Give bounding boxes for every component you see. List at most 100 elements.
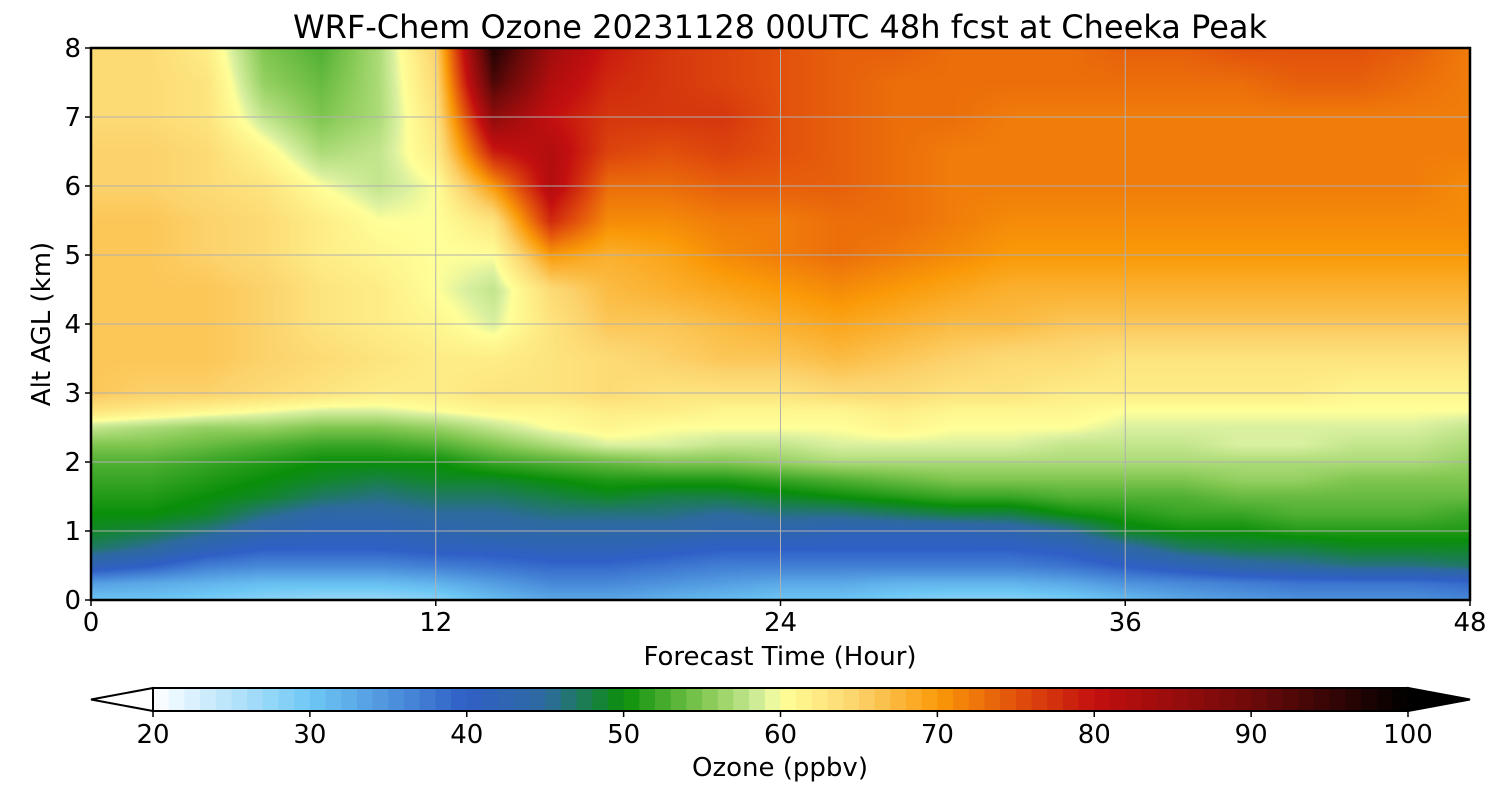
colorbar-segment [811, 688, 829, 711]
colorbar-segment [231, 688, 248, 711]
colorbar-segment [717, 688, 735, 711]
colorbar-segment [435, 688, 452, 711]
x-axis-ticks: 0 12 24 36 48 [83, 600, 1487, 638]
colorbar-segment [733, 688, 750, 711]
colorbar-max-extend [1407, 686, 1471, 713]
colorbar-segment [1360, 688, 1378, 711]
colorbar-segment [702, 688, 719, 711]
colorbar-segment [686, 688, 703, 711]
colorbar-segment [545, 688, 562, 711]
colorbar-segment [1000, 688, 1017, 711]
colorbar-segment [1062, 688, 1080, 711]
colorbar-segment [388, 688, 405, 711]
colorbar-segment [968, 688, 986, 711]
colorbar-segment [1094, 688, 1111, 711]
colorbar-segment [1031, 688, 1048, 711]
colorbar-segment [1015, 688, 1033, 711]
colorbar-segment [200, 688, 217, 711]
colorbar-segment [1157, 688, 1174, 711]
colorbar-segment [341, 688, 358, 711]
colorbar-segment [482, 688, 499, 711]
y-axis-ticks: 0 1 2 3 4 5 6 7 8 [64, 34, 91, 616]
colorbar-segment [1219, 688, 1237, 711]
colorbar-segment [749, 688, 766, 711]
colorbar-segment [1329, 688, 1346, 711]
colorbar-segment [451, 688, 468, 711]
colorbar-segment [764, 688, 782, 711]
colorbar-segment [153, 688, 170, 711]
colorbar-segment [1125, 688, 1142, 711]
colorbar-segment [607, 688, 625, 711]
colorbar-segment [1109, 688, 1127, 711]
chart-title: WRF-Chem Ozone 20231128 00UTC 48h fcst a… [293, 8, 1268, 46]
colorbar-segment [1313, 688, 1331, 711]
y-tick-label: 7 [64, 103, 81, 133]
colorbar-segment [168, 688, 185, 711]
colorbar-segment [419, 688, 436, 711]
colorbar-segment [874, 688, 891, 711]
colorbar-segment [1141, 688, 1158, 711]
colorbar-segment [827, 688, 844, 711]
colorbar-tick-label: 70 [921, 720, 954, 750]
colorbar-segment [623, 688, 640, 711]
colorbar-tick-label: 80 [1078, 720, 1111, 750]
colorbar-segment [1078, 688, 1095, 711]
colorbar-segment [1251, 688, 1268, 711]
colorbar-segment [215, 688, 233, 711]
colorbar-segment [1188, 688, 1205, 711]
colorbar-segment [278, 688, 295, 711]
x-tick-label: 24 [764, 608, 797, 638]
colorbar-tick-label: 60 [764, 720, 797, 750]
x-axis-label: Forecast Time (Hour) [643, 642, 916, 672]
y-tick-label: 3 [64, 379, 81, 409]
colorbar-label: Ozone (ppbv) [692, 753, 868, 783]
colorbar-segment [356, 688, 374, 711]
colorbar-tick-label: 90 [1235, 720, 1268, 750]
x-tick-label: 36 [1109, 608, 1142, 638]
y-tick-label: 8 [64, 34, 81, 64]
x-tick-label: 0 [83, 608, 100, 638]
colorbar-segment [247, 688, 264, 711]
colorbar-segment [372, 688, 389, 711]
y-tick-label: 2 [64, 448, 81, 478]
colorbar-segment [1298, 688, 1315, 711]
colorbar-tick-label: 40 [450, 720, 483, 750]
plot-area [89, 46, 1472, 602]
colorbar-segment [513, 688, 531, 711]
colorbar-segment [1392, 688, 1409, 711]
y-tick-label: 1 [64, 517, 81, 547]
colorbar-segment [655, 688, 672, 711]
colorbar [90, 686, 1471, 713]
colorbar-segment [858, 688, 876, 711]
colorbar-segment [576, 688, 593, 711]
colorbar-segment [404, 688, 421, 711]
colorbar-segment [1282, 688, 1299, 711]
colorbar-segment [529, 688, 546, 711]
y-tick-label: 4 [64, 310, 81, 340]
x-tick-label: 48 [1453, 608, 1486, 638]
colorbar-segment [294, 688, 311, 711]
colorbar-segment [1172, 688, 1189, 711]
colorbar-segment [466, 688, 484, 711]
colorbar-segment [1376, 688, 1393, 711]
colorbar-segment [780, 688, 797, 711]
colorbar-segment [906, 688, 923, 711]
y-tick-label: 0 [64, 586, 81, 616]
colorbar-tick-label: 20 [136, 720, 169, 750]
colorbar-segment [592, 688, 609, 711]
colorbar-segment [309, 688, 327, 711]
colorbar-segment [1235, 688, 1252, 711]
colorbar-segment [639, 688, 656, 711]
colorbar-segment [796, 688, 813, 711]
colorbar-segment [262, 688, 280, 711]
colorbar-segment [843, 688, 860, 711]
colorbar-segment [890, 688, 907, 711]
colorbar-min-extend [90, 686, 154, 713]
colorbar-segment [670, 688, 687, 711]
colorbar-segment [1047, 688, 1064, 711]
colorbar-tick-label: 30 [293, 720, 326, 750]
colorbar-segment [984, 688, 1001, 711]
y-tick-label: 6 [64, 172, 81, 202]
colorbar-segment [184, 688, 201, 711]
